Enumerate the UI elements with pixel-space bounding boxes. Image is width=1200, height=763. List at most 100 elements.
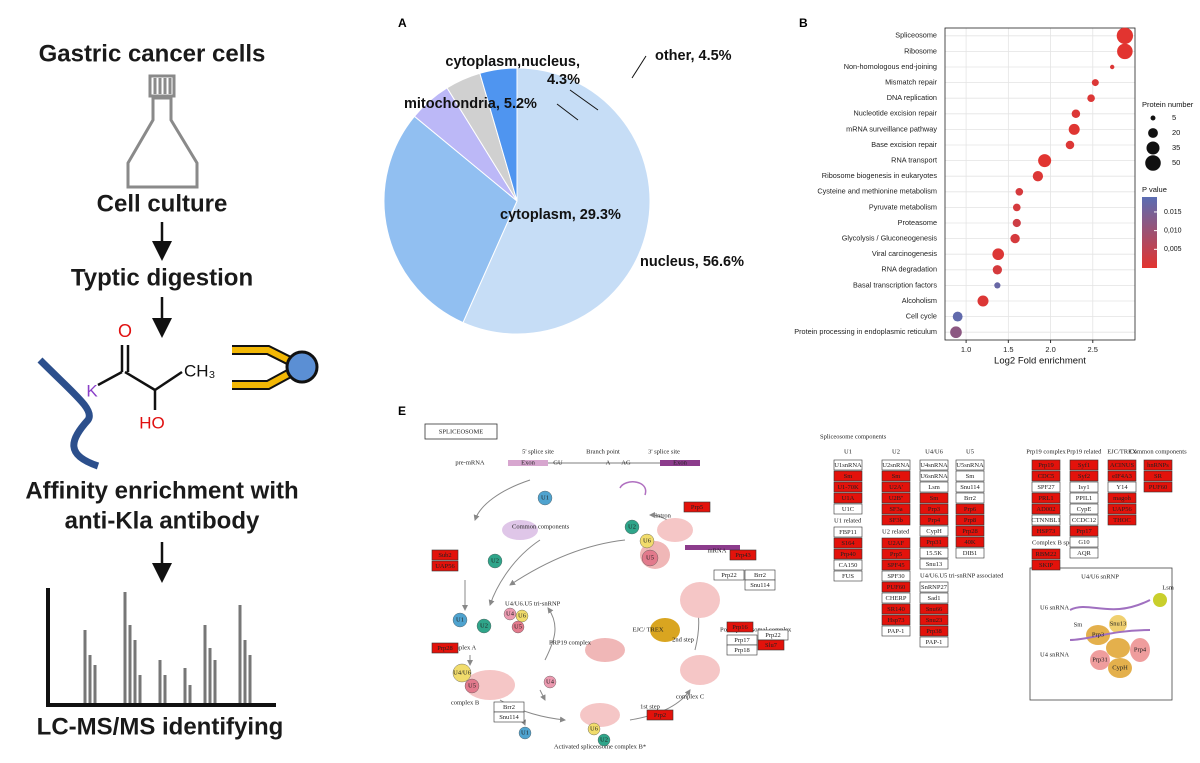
protein-box [919, 547, 949, 559]
protein-label: DIB1 [963, 550, 977, 557]
protein-label: Isy1 [1078, 484, 1089, 491]
protein-label: Prp17 [734, 637, 750, 644]
protein-label: Syf2 [1078, 473, 1090, 480]
protein-label: U1snRNA [834, 462, 862, 469]
inset-label: Prp3 [1092, 631, 1104, 638]
protein-box [1143, 481, 1173, 493]
inset-label: CypH [1112, 664, 1128, 671]
protein-label: ACINUS [1110, 462, 1135, 469]
protein-box [881, 503, 911, 515]
x-tick-label: 1.0 [961, 345, 971, 354]
inset-label: U4/U6 snRNP [1081, 573, 1119, 580]
y-tick-label: Non-homologous end-joining [844, 62, 937, 71]
protein-label: Sm [966, 473, 975, 480]
protein-label: CHERP [886, 595, 907, 602]
slice-label: cytoplasm, 29.3% [500, 207, 621, 223]
protein-box [833, 470, 863, 482]
protein-label: Prp38 [926, 628, 942, 635]
inset-label: Prp4 [1134, 646, 1147, 653]
protein-box [713, 569, 745, 581]
y-tick-label: Cell cycle [906, 312, 937, 321]
snrnp-label: U6 [590, 725, 599, 732]
snrnp-label: U1 [541, 494, 549, 501]
snrnp [587, 722, 601, 736]
diagram-label: Exon [673, 459, 687, 466]
y-tick-label: Nucleotide excision repair [853, 109, 937, 118]
protein-label: SF3b [889, 517, 903, 524]
protein-box [1069, 547, 1099, 559]
step-label: Gastric cancer cells [39, 40, 266, 67]
protein-box [919, 603, 949, 615]
legend-dot [1146, 141, 1160, 155]
protein-box [1031, 459, 1061, 471]
diagram-label: Post-spliceosomal complex [720, 626, 792, 633]
diagram-label: Exon [521, 459, 535, 466]
legend-label: 5 [1172, 113, 1176, 122]
protein-box [919, 592, 949, 604]
protein-box [1069, 492, 1099, 504]
protein-label: magoh [1113, 495, 1131, 502]
y-tick-label: Protein processing in endoplasmic reticu… [794, 327, 937, 336]
snrnp-label: U2 [480, 622, 488, 629]
protein-label: Prp3 [928, 506, 940, 513]
protein-label: FUS [842, 573, 854, 580]
column-header: U1 [844, 448, 852, 455]
legend-dot [1145, 155, 1161, 171]
diagram-label: A [606, 459, 611, 466]
protein-box [881, 481, 911, 493]
dot [992, 265, 1003, 275]
legend-label: 50 [1172, 158, 1180, 167]
snrnp-label: U4/U6 [453, 669, 471, 676]
protein-label: Prp19 [1038, 462, 1054, 469]
diagram-label: mRNA [708, 547, 727, 554]
protein-box [881, 581, 911, 593]
diagram-label: Intron [655, 512, 672, 519]
protein-box [881, 459, 911, 471]
diagram-label: PRP19 complex [549, 639, 592, 646]
protein-box [1069, 503, 1099, 515]
y-tick-label: Spliceosome [895, 31, 937, 40]
snrnp-label: U6 [518, 612, 527, 619]
protein-box [955, 536, 985, 548]
protein-box [955, 547, 985, 559]
protein-label: 40K [964, 539, 976, 546]
protein-box [881, 592, 911, 604]
protein-label: Prp4 [928, 517, 941, 524]
protein-label: Prp31 [926, 539, 942, 546]
protein-box [431, 642, 459, 654]
protein-label: AQR [1077, 550, 1091, 557]
step-label: anti-Kla antibody [65, 507, 260, 534]
x-tick-label: 2.5 [1088, 345, 1098, 354]
dot [1068, 123, 1080, 135]
y-tick-label: Basal transcription factors [853, 280, 937, 289]
protein-box [1031, 503, 1061, 515]
inset-label: Sm [1074, 621, 1083, 628]
protein-box [833, 503, 863, 515]
protein-box [881, 548, 911, 560]
diagram-title: SPLICEOSOME [439, 428, 483, 435]
colorbar [1142, 197, 1157, 268]
inset-label: Lsm [1162, 584, 1174, 591]
protein-label: SF3a [889, 506, 902, 513]
y-tick-label: Base excision repair [871, 140, 937, 149]
protein-label: Prp28 [437, 645, 453, 652]
legend-title: Protein number [1142, 100, 1194, 109]
protein-label: U2B'' [889, 495, 904, 502]
inset-label: Snu13 [1110, 620, 1127, 627]
legend-title: P value [1142, 185, 1167, 194]
snrnp [639, 533, 655, 549]
protein-label: Prp40 [840, 551, 856, 558]
protein-box [431, 560, 459, 572]
protein-box [1031, 470, 1061, 482]
protein-box [919, 459, 949, 471]
x-axis-label: Log2 Fold enrichment [994, 356, 1086, 367]
leader-line [556, 103, 579, 121]
protein-label: Syf1 [1078, 462, 1090, 469]
y-tick-label: RNA transport [891, 156, 937, 165]
snrnp-label: U1 [456, 616, 464, 623]
protein-label: Y14 [1116, 484, 1128, 491]
slice-label: mitochondria, 5.2% [404, 96, 537, 112]
protein-label: PUF60 [887, 584, 905, 591]
protein-box [919, 481, 949, 493]
atom-label: K [86, 381, 98, 400]
